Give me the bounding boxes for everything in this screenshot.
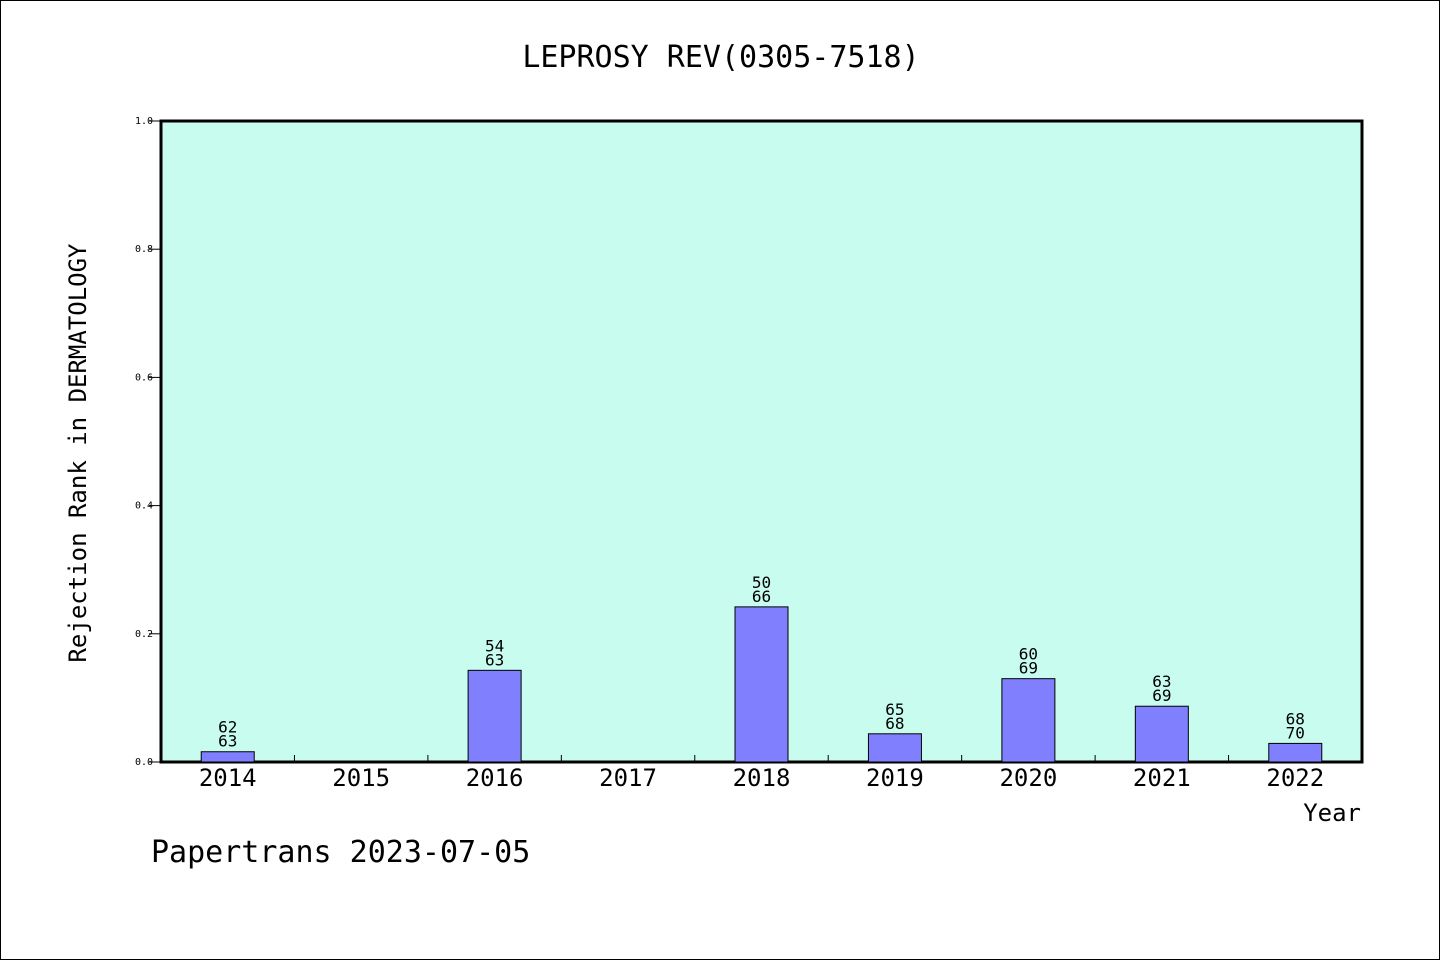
bar-label-top: 65 <box>885 700 904 719</box>
x-tick-label: 2020 <box>999 764 1057 792</box>
x-tick-label: 2021 <box>1133 764 1191 792</box>
y-tick-label: 0.4 <box>135 501 153 512</box>
bar <box>1268 742 1323 763</box>
x-tick-label: 2018 <box>733 764 791 792</box>
bar-label-bottom: 68 <box>885 714 904 733</box>
bar <box>1134 705 1189 763</box>
bar-label-top: 60 <box>1019 645 1038 664</box>
chart-title: LEPROSY REV(0305-7518) <box>522 40 919 75</box>
y-axis-ticks: 0.0 0.2 0.4 0.6 0.8 1.0 <box>135 116 161 768</box>
bar-label-bottom: 69 <box>1019 659 1038 678</box>
footer-credit: Papertrans 2023-07-05 <box>151 835 531 870</box>
bar-label-top: 50 <box>752 573 771 592</box>
bar <box>200 751 255 763</box>
x-axis-ticks: 2014 2015 2016 2017 2018 2019 2020 2021 2022 <box>199 755 1324 792</box>
bar <box>734 606 789 763</box>
x-axis-title: Year <box>1303 799 1361 827</box>
x-tick-label: 2022 <box>1266 764 1324 792</box>
bar-label-bottom: 63 <box>485 650 504 669</box>
y-tick-label: 1.0 <box>135 116 153 127</box>
y-tick-label: 0.2 <box>135 629 153 640</box>
bar-label-top: 68 <box>1286 709 1305 728</box>
bar-label-bottom: 69 <box>1152 686 1171 705</box>
x-tick-label: 2014 <box>199 764 257 792</box>
bar-label-top: 54 <box>485 636 504 655</box>
x-tick-label: 2016 <box>466 764 524 792</box>
bar-label-bottom: 63 <box>218 732 237 751</box>
y-tick-label: 0.0 <box>135 757 153 768</box>
bar <box>867 733 922 763</box>
bar-label-bottom: 70 <box>1286 723 1305 742</box>
x-tick-label: 2017 <box>599 764 657 792</box>
bar <box>467 669 522 763</box>
y-tick-label: 0.6 <box>135 372 153 383</box>
bar-label-bottom: 66 <box>752 587 771 606</box>
bar <box>1001 678 1056 763</box>
y-axis-title: Rejection Rank in DERMATOLOGY <box>64 243 92 663</box>
y-tick-label: 0.8 <box>135 244 153 255</box>
bar-label-top: 62 <box>218 718 237 737</box>
x-tick-label: 2019 <box>866 764 924 792</box>
bar-label-top: 63 <box>1152 672 1171 691</box>
x-tick-label: 2015 <box>332 764 390 792</box>
